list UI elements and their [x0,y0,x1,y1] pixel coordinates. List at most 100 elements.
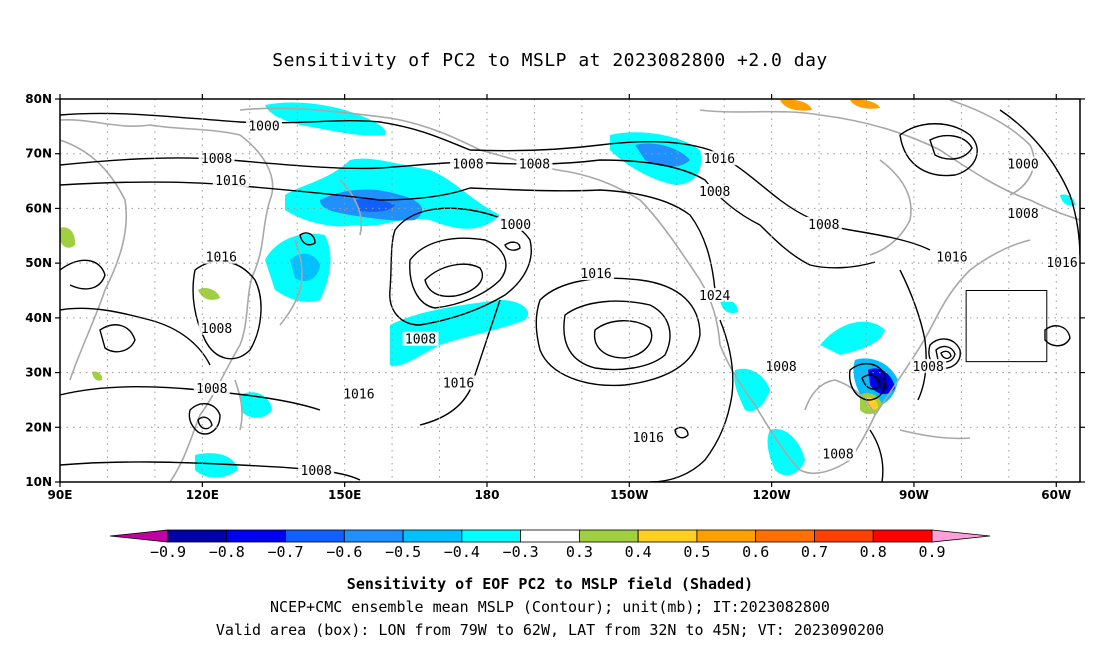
lon-tick-label: 150E [328,488,361,502]
contour-label-bg [193,380,230,395]
valid-area-box [965,290,1048,363]
shade-blue-patch [850,99,880,109]
contour-label-bg [212,173,249,188]
lon-tick-label: 120W [752,488,790,502]
lat-tick-label: 70N [25,147,52,161]
contour-labels: 1000 1008 1016 1008 1008 1016 1008 1000 1008 1000… [193,118,1080,479]
shade-blue-patch [195,453,238,478]
contour-label: 1008 [1007,207,1038,222]
contour-line [535,277,701,387]
shade-blue-patch [240,392,272,418]
coastline-siberia [239,107,481,151]
colorbar-swatch [578,529,639,543]
contour-line [60,386,321,411]
shade-blue-patch [290,253,320,282]
contour-label: 1000 [500,218,531,233]
shade-blue-patch [265,102,386,136]
map-axes: 90E 120E 150E 180 150W 120W 90W 60W 10N 20N 30N 40N… [25,92,1085,502]
lat-tick-label: 10N [25,475,52,489]
coastline-east-us [874,239,1031,416]
colorbar-swatch [343,529,404,543]
contour-label-bg [763,359,800,374]
contour-label: 1008 [201,152,232,167]
contour-label: 1008 [301,464,332,479]
colorbar-swatch [872,529,933,543]
contour-label: 1008 [808,218,839,233]
contour-label-bg [516,156,553,171]
contour-line [899,123,978,177]
colorbar: −0.9 −0.8 −0.7 −0.6 −0.5 −0.4 −0.3 0.3 0.4 0.5 0.6… [109,529,991,561]
caption-valid-area: Valid area (box): LON from 79W to 62W, L… [215,621,885,639]
lon-tick-label: 90E [48,488,73,502]
contour-label-bg [696,287,733,302]
contour-line [60,259,106,290]
contour-line [389,207,532,326]
colorbar-swatch [637,529,698,543]
contour-label: 1008 [913,360,944,375]
lat-tick-label: 40N [25,311,52,325]
colorbar-label: 0.3 [566,543,593,561]
contour-line [424,263,483,298]
contour-label: 1016 [443,377,474,392]
colorbar-min-triangle [109,529,169,543]
contour-label: 1008 [765,360,796,375]
contour-line [409,237,507,309]
shade-blue-patch [820,321,885,355]
contour-label: 1016 [343,387,374,402]
contour-label: 1008 [405,333,436,348]
shade-blue-patch [780,99,812,111]
caption-contour: NCEP+CMC ensemble mean MSLP (Contour); u… [270,598,830,616]
colorbar-swatch [814,529,874,543]
shade-green-patch [198,287,220,300]
contour-line [1044,325,1071,347]
contour-line [99,324,136,353]
colorbar-swatch [755,529,815,543]
coastline-canada [699,109,1080,221]
lat-tick-label: 30N [25,366,52,380]
colorbar-label: −0.9 [150,543,186,561]
colorbar-swatch [226,529,286,543]
contour-label: 1024 [699,289,730,304]
contour-label-bg [805,216,842,231]
colorbar-swatch [461,529,522,543]
colorbar-label: 0.7 [801,543,828,561]
contour-label: 1008 [201,322,232,337]
colorbar-label: −0.6 [326,543,362,561]
contour-label: 1016 [633,431,664,446]
colorbar-label: 0.9 [918,543,945,561]
coastline-hudson [869,159,912,256]
contour-label-bg [910,359,947,374]
shade-blue-patch [720,299,738,314]
coastline-north-america [719,344,876,475]
contour-label-bg [578,266,615,281]
contour-line [563,300,671,371]
lon-tick-label: 60W [1041,488,1071,502]
contour-label: 1016 [936,251,967,266]
colorbar-label: 0.8 [860,543,887,561]
contour-line [848,363,887,401]
contour-line [674,426,689,439]
contour-label-bg [402,331,439,346]
contour-line [649,319,734,482]
contour-line [759,224,876,269]
contour-label: 1008 [822,448,853,463]
contour-line [60,157,471,170]
lat-lon-grid [60,99,1080,482]
shade-blue-patch [390,300,529,366]
contour-label: 1000 [1007,158,1038,173]
colorbar-label: −0.5 [385,543,421,561]
colorbar-max-triangle [931,529,991,543]
lat-tick-label: 50N [25,256,52,270]
contour-label-bg [450,156,486,171]
contour-label-bg [298,463,335,478]
colorbar-label: 0.4 [625,543,652,561]
map-title: Sensitivity of PC2 to MSLP at 2023082800… [272,50,828,71]
contour-label-bg [696,184,733,199]
colorbar-label: −0.4 [444,543,480,561]
contour-line [469,187,716,291]
contour-label: 1008 [196,382,227,397]
contour-line [999,109,1080,261]
contour-label-bg [1005,205,1042,220]
contour-label-bg [198,320,235,335]
coastline-japan [279,239,303,326]
